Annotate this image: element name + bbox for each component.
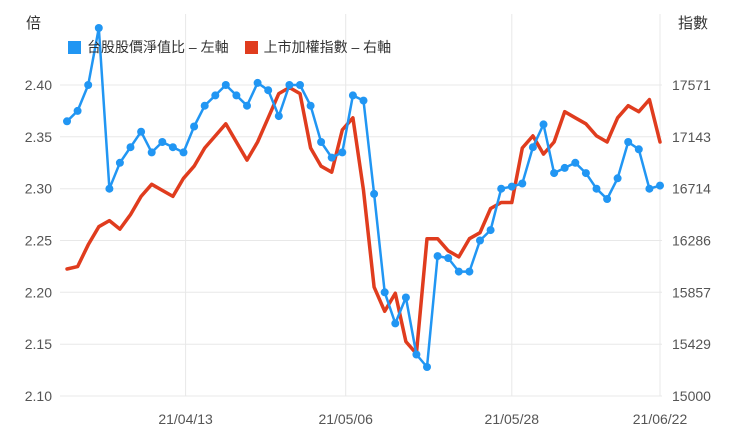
data-point[interactable] — [634, 145, 643, 154]
svg-text:17143: 17143 — [672, 129, 711, 145]
right-axis-title: 指數 — [677, 15, 708, 32]
svg-text:2.25: 2.25 — [25, 233, 52, 249]
data-point[interactable] — [581, 169, 590, 178]
data-point[interactable] — [444, 254, 453, 263]
svg-text:2.10: 2.10 — [25, 388, 52, 404]
data-point[interactable] — [338, 148, 347, 157]
data-point[interactable] — [465, 267, 474, 276]
data-point[interactable] — [115, 158, 124, 167]
data-point[interactable] — [158, 138, 167, 146]
legend-swatch-taiex-icon — [244, 40, 258, 54]
legend-label-taiex: 上市加權指數 – 右軸 — [263, 39, 392, 55]
data-point[interactable] — [285, 81, 294, 89]
svg-text:15429: 15429 — [672, 336, 711, 352]
legend-swatch-pb-icon — [68, 40, 81, 54]
data-point[interactable] — [63, 117, 71, 126]
data-point[interactable] — [433, 252, 442, 261]
svg-text:17571: 17571 — [672, 77, 711, 93]
data-point[interactable] — [126, 143, 135, 152]
data-point[interactable] — [613, 174, 622, 183]
svg-text:2.20: 2.20 — [25, 284, 52, 300]
data-point[interactable] — [179, 148, 188, 157]
data-point[interactable] — [507, 182, 516, 191]
taiex-line — [65, 85, 662, 356]
legend: 台股股價淨值比 – 左軸 上市加權指數 – 右軸 — [68, 37, 391, 57]
data-point[interactable] — [327, 153, 336, 162]
data-point[interactable] — [412, 350, 421, 359]
svg-text:15000: 15000 — [672, 388, 711, 404]
right-axis-tick-labels: 15000 15429 15857 16286 16714 17143 17571 — [672, 77, 711, 404]
data-point[interactable] — [571, 158, 580, 167]
data-point[interactable] — [518, 179, 527, 188]
pb-ratio-points — [63, 24, 664, 371]
data-point[interactable] — [454, 267, 463, 276]
svg-text:15857: 15857 — [672, 284, 711, 300]
data-point[interactable] — [137, 127, 146, 136]
data-point[interactable] — [221, 81, 230, 89]
data-point[interactable] — [274, 112, 283, 121]
svg-text:21/05/06: 21/05/06 — [318, 411, 373, 427]
data-point[interactable] — [624, 138, 633, 146]
data-point[interactable] — [528, 143, 537, 152]
data-point[interactable] — [560, 163, 569, 172]
data-point[interactable] — [370, 189, 379, 198]
left-axis-title: 倍 — [26, 15, 42, 32]
data-point[interactable] — [497, 184, 506, 193]
data-point[interactable] — [200, 101, 209, 110]
svg-text:16286: 16286 — [672, 232, 711, 248]
data-point[interactable] — [603, 195, 612, 203]
gridlines — [60, 14, 662, 397]
svg-text:2.15: 2.15 — [25, 336, 52, 352]
data-point[interactable] — [243, 101, 251, 110]
data-point[interactable] — [253, 78, 262, 87]
data-point[interactable] — [486, 226, 495, 235]
svg-text:16714: 16714 — [672, 181, 711, 197]
data-point[interactable] — [476, 236, 484, 245]
left-axis-tick-labels: 2.10 2.15 2.20 2.25 2.30 2.35 2.40 — [25, 77, 52, 404]
svg-text:2.35: 2.35 — [25, 129, 52, 145]
data-point[interactable] — [359, 96, 368, 105]
legend-label-pb-ratio: 台股股價淨值比 – 左軸 — [87, 39, 229, 55]
data-point[interactable] — [190, 122, 199, 131]
legend-item-pb-ratio[interactable]: 台股股價淨值比 – 左軸 — [68, 37, 229, 57]
svg-text:2.30: 2.30 — [25, 181, 52, 197]
legend-item-taiex[interactable]: 上市加權指數 – 右軸 — [244, 37, 392, 57]
data-point[interactable] — [348, 91, 357, 100]
data-point[interactable] — [296, 81, 304, 89]
data-point[interactable] — [94, 24, 103, 32]
data-point[interactable] — [105, 184, 114, 193]
data-point[interactable] — [423, 363, 431, 371]
data-point[interactable] — [656, 181, 664, 190]
data-point[interactable] — [391, 319, 400, 328]
data-point[interactable] — [539, 120, 548, 129]
data-point[interactable] — [232, 91, 241, 100]
data-point[interactable] — [550, 169, 559, 178]
data-point[interactable] — [211, 91, 220, 100]
data-point[interactable] — [645, 184, 654, 193]
data-point[interactable] — [401, 293, 410, 302]
data-point[interactable] — [168, 143, 177, 152]
x-axis-tick-labels: 21/04/13 21/05/06 21/05/28 21/06/22 — [158, 411, 687, 427]
data-point[interactable] — [73, 106, 82, 115]
data-point[interactable] — [592, 184, 601, 193]
data-point[interactable] — [380, 288, 389, 297]
svg-text:2.40: 2.40 — [25, 77, 52, 93]
data-point[interactable] — [306, 101, 315, 110]
data-point[interactable] — [84, 81, 93, 89]
data-point[interactable] — [264, 86, 273, 95]
svg-text:21/06/22: 21/06/22 — [633, 411, 688, 427]
svg-text:21/04/13: 21/04/13 — [158, 411, 213, 427]
data-point[interactable] — [317, 138, 326, 146]
data-point[interactable] — [147, 148, 156, 157]
svg-text:21/05/28: 21/05/28 — [485, 411, 540, 427]
